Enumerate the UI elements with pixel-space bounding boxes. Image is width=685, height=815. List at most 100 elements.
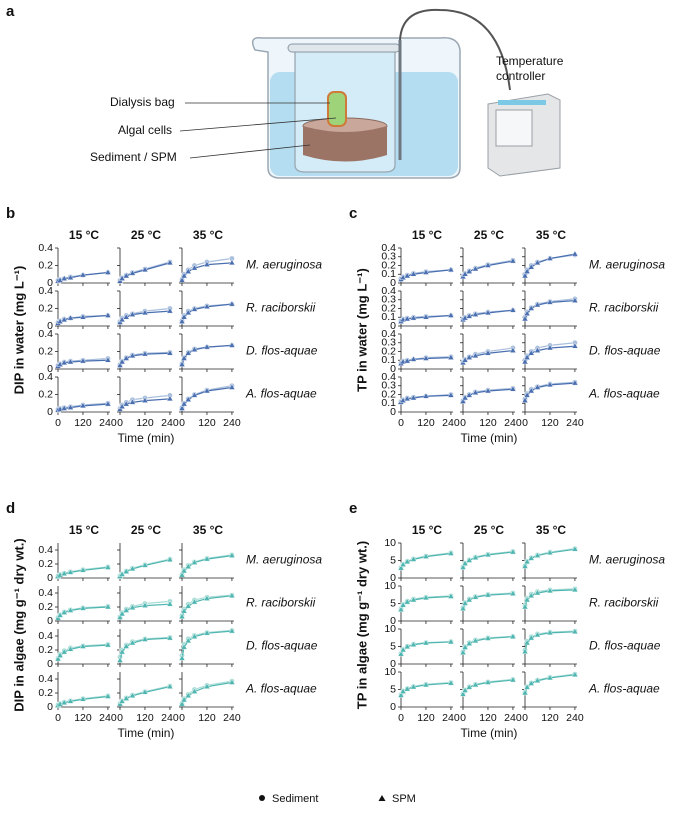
x-tick-label: 240: [442, 712, 460, 724]
panel: b DIP in water (mg L⁻¹) Time (min) 15 °C 25 …: [6, 205, 322, 445]
subplot: 00.10.20.30.4: [381, 242, 455, 289]
marker: [523, 391, 531, 398]
marker: [403, 357, 411, 364]
marker: [527, 634, 535, 641]
row-label: M. aeruginosa: [589, 258, 665, 272]
marker: [184, 396, 192, 402]
y-tick-label: 0.2: [381, 259, 396, 271]
legend-label: Sediment: [272, 793, 318, 805]
marker: [523, 268, 531, 274]
marker: [527, 387, 535, 394]
y-tick-label: 5: [390, 640, 396, 652]
axis: [462, 629, 515, 665]
marker: [191, 558, 198, 565]
row-label: A. flos-aquae: [245, 682, 317, 696]
marker: [228, 592, 236, 598]
marker: [79, 271, 87, 278]
marker: [403, 272, 411, 279]
y-tick-label: 0: [390, 363, 396, 375]
x-tick-label: 120: [136, 712, 154, 724]
panel-letter: e: [349, 500, 357, 517]
marker: [546, 587, 554, 594]
marker: [116, 613, 124, 620]
marker: [546, 674, 554, 681]
marker: [104, 603, 112, 610]
x-tick-label: 0: [179, 417, 185, 429]
y-tick-label: 0.2: [381, 302, 396, 314]
marker: [523, 683, 531, 690]
marker: [472, 593, 479, 600]
marker: [203, 683, 211, 689]
marker: [521, 272, 529, 279]
marker: [447, 638, 455, 645]
marker: [67, 274, 74, 280]
marker: [459, 649, 467, 655]
subplot: 0 120 240: [521, 671, 584, 724]
y-tick-label: 0: [390, 615, 396, 627]
marker: [523, 596, 531, 603]
marker: [484, 678, 492, 685]
marker: [180, 400, 188, 407]
marker: [79, 357, 87, 364]
subplot: [178, 333, 236, 372]
legend-marker: [378, 795, 386, 801]
subplot: [459, 628, 517, 667]
marker: [67, 606, 74, 613]
y-tick-label: 0.4: [38, 673, 53, 685]
marker: [180, 567, 188, 574]
row-label: D. flos-aquae: [589, 344, 661, 358]
marker: [178, 571, 186, 578]
marker: [403, 315, 411, 322]
subplot: 0 0.2 0.4: [38, 285, 112, 332]
marker: [571, 586, 579, 593]
marker: [534, 551, 541, 558]
marker: [447, 354, 455, 360]
column-title: 35 °C: [193, 228, 223, 242]
marker: [472, 554, 479, 560]
row-label: R. raciborskii: [589, 301, 659, 315]
subplot: 00.10.20.30.4: [381, 285, 455, 332]
x-tick-label: 0: [117, 417, 123, 429]
y-tick-label: 0: [47, 406, 53, 418]
marker: [184, 268, 192, 274]
marker: [461, 643, 469, 650]
marker: [465, 683, 473, 690]
x-tick-label: 0: [398, 712, 404, 724]
marker: [141, 601, 149, 608]
marker: [410, 683, 417, 690]
marker: [523, 310, 531, 316]
y-tick-label: 0.3: [381, 380, 396, 392]
marker: [180, 354, 188, 361]
row-label: R. raciborskii: [246, 596, 316, 610]
marker: [397, 606, 405, 612]
marker: [546, 381, 554, 388]
subplot: 0 0.2 0.4 0 120 240: [38, 672, 117, 724]
y-axis-label: TP in algae (mg g⁻¹ dry wt.): [354, 541, 369, 709]
marker: [465, 268, 473, 274]
subplot: [459, 585, 517, 624]
x-tick-label: 240: [99, 417, 117, 429]
marker: [129, 311, 136, 317]
marker: [410, 270, 417, 277]
subplot: [178, 247, 236, 286]
x-tick-label: 0: [117, 712, 123, 724]
marker: [228, 259, 236, 266]
marker: [534, 631, 541, 638]
marker: [141, 688, 149, 695]
x-tick-label: 120: [198, 417, 216, 429]
marker: [571, 342, 579, 349]
marker: [472, 681, 479, 688]
marker: [178, 276, 186, 283]
marker: [203, 629, 211, 636]
marker: [484, 349, 492, 356]
marker: [534, 677, 541, 683]
marker: [521, 358, 529, 365]
subplot: [116, 629, 174, 667]
y-tick-label: 0: [390, 277, 396, 289]
y-tick-label: 0.4: [381, 285, 396, 297]
marker: [141, 309, 149, 316]
y-tick-label: 0.4: [38, 630, 53, 642]
subplot: 0 0.2 0.4: [38, 586, 112, 627]
subplot: [178, 543, 236, 581]
